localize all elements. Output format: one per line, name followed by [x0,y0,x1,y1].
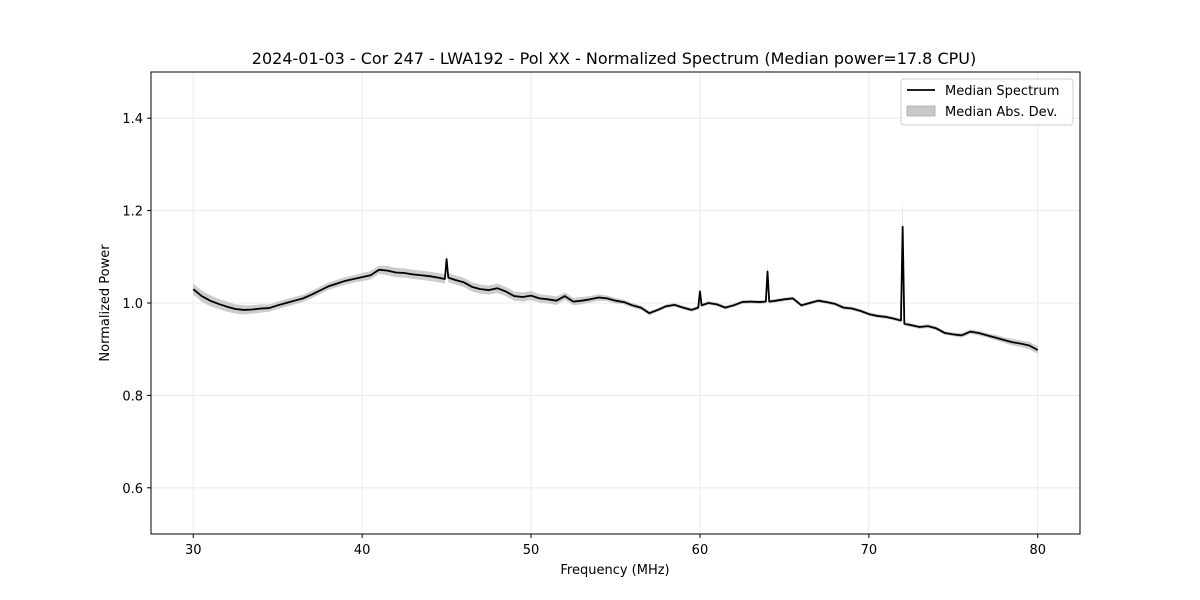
x-tick-label: 40 [354,543,371,558]
y-axis-ticks: 0.6 0.8 1.0 1.2 1.4 [122,112,151,497]
median-spectrum-line [192,225,1039,351]
legend-box [900,78,1074,126]
legend-band-swatch [906,105,936,117]
x-tick-label: 50 [523,543,540,558]
legend-label-median-abs-dev: Median Abs. Dev. [945,105,1057,120]
x-tick-label: 70 [861,543,878,558]
x-tick-label: 60 [692,543,709,558]
y-tick-label: 0.8 [122,389,143,404]
chart-title: 2024-01-03 - Cor 247 - LWA192 - Pol XX -… [252,49,976,68]
mad-band [193,196,1038,354]
y-tick-label: 1.0 [122,297,143,312]
y-tick-label: 1.4 [122,112,143,127]
x-axis-ticks: 30 40 50 60 70 80 [185,534,1046,558]
y-tick-label: 1.2 [122,205,143,220]
legend-label-median-spectrum: Median Spectrum [945,84,1059,99]
x-axis-label: Frequency (MHz) [560,563,669,578]
y-tick-label: 0.6 [122,482,143,497]
x-tick-label: 80 [1029,543,1046,558]
plot-area [192,196,1039,354]
legend: Median Spectrum Median Abs. Dev. [900,78,1074,126]
y-axis-label: Normalized Power [98,244,113,362]
x-tick-label: 30 [185,543,202,558]
